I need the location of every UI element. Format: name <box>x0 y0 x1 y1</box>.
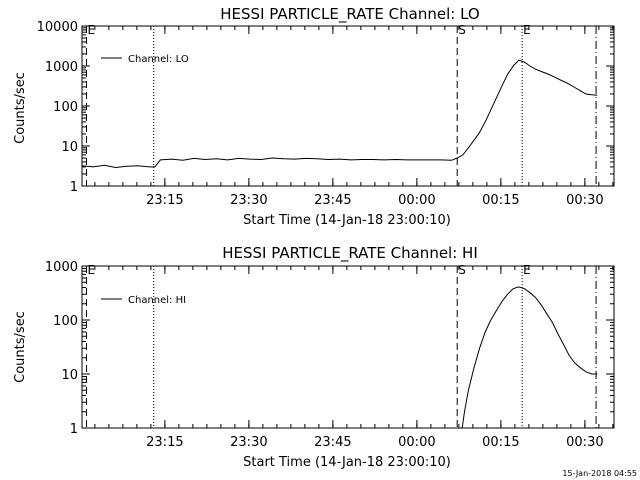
generation-timestamp: 15-Jan-2018 04:55 <box>562 469 637 478</box>
y-tick-label: 1000 <box>45 60 78 75</box>
x-tick-label: 00:15 <box>482 193 519 208</box>
event-line-label: E <box>87 263 95 277</box>
event-line-label: E <box>523 263 531 277</box>
y-tick-label: 1 <box>70 180 78 195</box>
x-tick-label: 23:30 <box>230 435 267 450</box>
legend-label: Channel: LO <box>128 54 189 65</box>
series-line-hi <box>461 286 598 429</box>
y-axis-label: Counts/sec <box>13 72 28 144</box>
series-line-lo <box>81 59 598 169</box>
x-tick-label: 23:30 <box>230 193 267 208</box>
x-axis-label: Start Time (14-Jan-18 23:00:10) <box>243 455 451 470</box>
y-tick-label: 100 <box>53 100 78 115</box>
plot-frame <box>81 25 615 187</box>
legend: Channel: HI <box>101 295 186 306</box>
hi-channel-panel: HESSI PARTICLE_RATE Channel: HI Counts/s… <box>13 244 615 470</box>
y-tick-label: 1 <box>70 422 78 437</box>
event-line-label: S <box>458 23 466 37</box>
x-tick-label: 00:30 <box>566 193 603 208</box>
legend: Channel: LO <box>101 54 189 65</box>
x-tick-label: 23:45 <box>314 193 351 208</box>
event-line-label: E <box>87 23 95 37</box>
event-line-label: S <box>458 263 466 277</box>
y-tick-label: 10 <box>61 368 78 383</box>
y-tick-label: 1000 <box>45 260 78 275</box>
y-axis-label: Counts/sec <box>13 311 28 383</box>
chart-title: HESSI PARTICLE_RATE Channel: HI <box>222 244 478 263</box>
chart-title: HESSI PARTICLE_RATE Channel: LO <box>220 5 479 24</box>
y-tick-label: 10 <box>61 140 78 155</box>
event-line-label: E <box>523 23 531 37</box>
plot-frame <box>81 265 615 429</box>
y-tick-label: 100 <box>53 314 78 329</box>
lo-channel-panel: HESSI PARTICLE_RATE Channel: LO Counts/s… <box>13 5 615 228</box>
axis-ticks: 1 10 100 1000 10000 23:15 23:30 23:45 00:00 00:15… <box>37 20 614 208</box>
x-tick-label: 23:45 <box>314 435 351 450</box>
x-tick-label: 00:15 <box>482 435 519 450</box>
y-tick-label: 10000 <box>37 20 78 35</box>
x-axis-label: Start Time (14-Jan-18 23:00:10) <box>243 213 451 228</box>
x-tick-label: 00:30 <box>566 435 603 450</box>
x-tick-label: 23:15 <box>146 193 183 208</box>
axis-ticks: 1 10 100 1000 23:15 23:30 23:45 00:00 00:15 00:30 <box>45 260 614 450</box>
legend-label: Channel: HI <box>128 295 186 306</box>
x-tick-label: 00:00 <box>398 193 435 208</box>
x-tick-label: 00:00 <box>398 435 435 450</box>
x-tick-label: 23:15 <box>146 435 183 450</box>
